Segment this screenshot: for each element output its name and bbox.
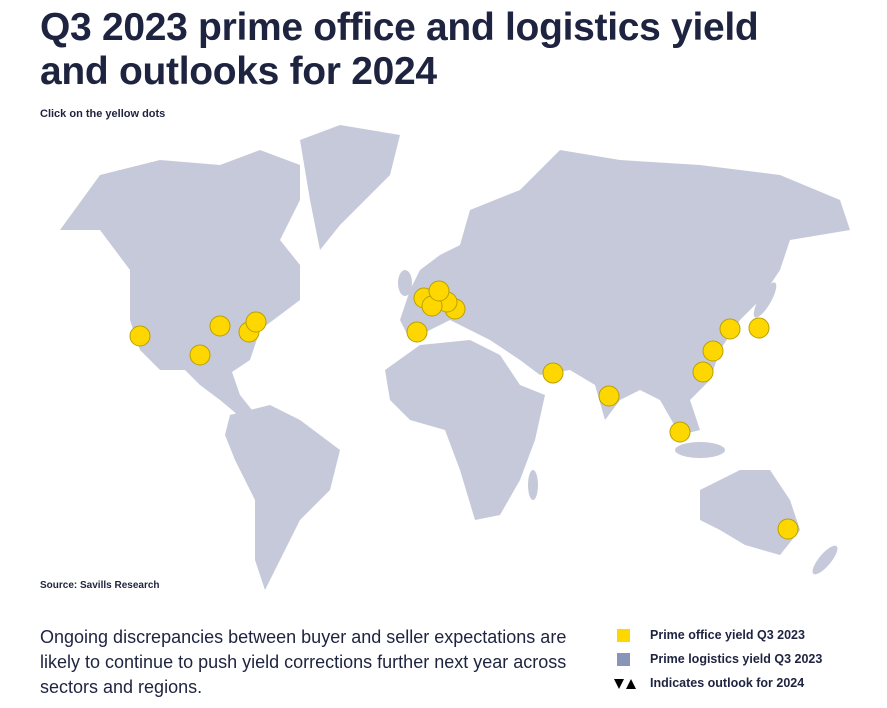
city-dot[interactable] [189, 344, 211, 366]
legend-label: Indicates outlook for 2024 [650, 676, 805, 690]
land [60, 125, 850, 590]
legend-triangles [614, 679, 636, 689]
city-dot[interactable] [669, 421, 691, 443]
city-dot[interactable] [245, 311, 267, 333]
city-dot[interactable] [406, 321, 428, 343]
city-dot[interactable] [719, 318, 741, 340]
subtitle: Click on the yellow dots [40, 108, 166, 120]
legend-swatch-logistics [617, 653, 630, 666]
title: Q3 2023 prime office and logistics yield… [40, 6, 759, 93]
legend-label: Prime office yield Q3 2023 [650, 628, 805, 642]
city-dot[interactable] [209, 315, 231, 337]
legend-swatch-office [617, 629, 630, 642]
city-dot[interactable] [598, 385, 620, 407]
legend-label: Prime logistics yield Q3 2023 [650, 652, 823, 666]
legend-symbols [614, 629, 636, 689]
body-text: Ongoing discrepancies between buyer and … [40, 627, 567, 697]
city-dot[interactable] [692, 361, 714, 383]
city-dot[interactable] [129, 325, 151, 347]
city-dot[interactable] [748, 317, 770, 339]
city-dot[interactable] [777, 518, 799, 540]
city-dot[interactable] [428, 280, 450, 302]
world-map [60, 125, 850, 590]
source-note: Source: Savills Research [40, 580, 160, 591]
city-dots [129, 280, 799, 540]
city-dot[interactable] [542, 362, 564, 384]
city-dot[interactable] [702, 340, 724, 362]
